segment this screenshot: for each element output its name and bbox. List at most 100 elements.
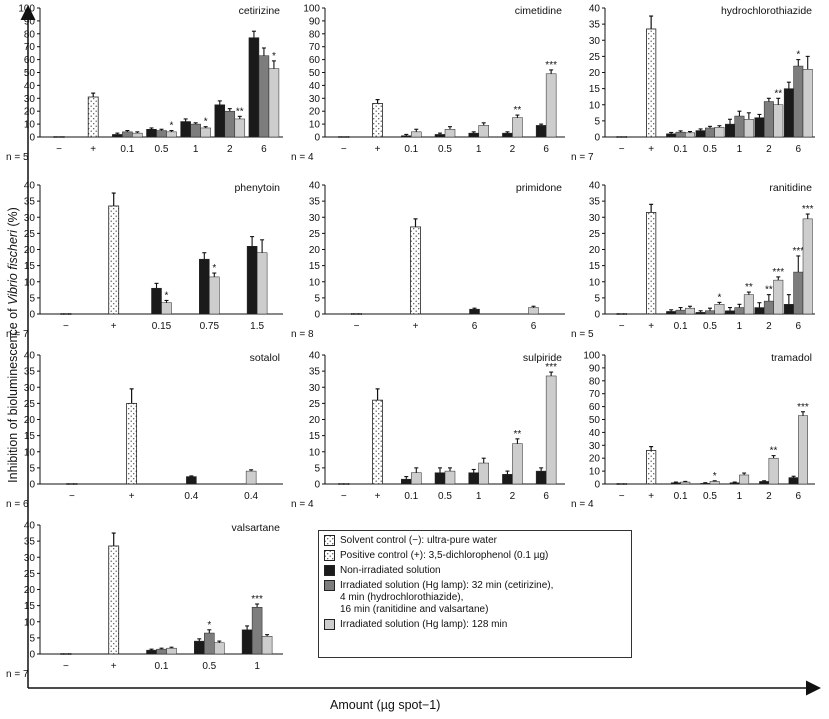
panel-phenytoin: 0 5 10 15 20 25 30 35 40 phenytoin n = 7 − + * 0.15 * 0.…	[6, 181, 283, 340]
x-tick-label-positive: +	[111, 321, 117, 332]
y-tick-label: 50	[309, 68, 321, 79]
bar-hg_short	[156, 130, 167, 138]
significance-marker: **	[765, 285, 773, 296]
x-tick-label-solvent: −	[341, 491, 347, 502]
y-tick-label: 35	[589, 197, 601, 208]
bar-solvent-control	[616, 312, 627, 315]
bar-hg_128	[773, 279, 784, 315]
y-tick-label: 20	[24, 107, 36, 118]
legend-swatch-solvent	[324, 535, 335, 546]
y-tick-label: 35	[309, 197, 321, 208]
x-tick-label-amount: 6	[796, 144, 802, 155]
x-tick-label-amount: 0.5	[438, 144, 452, 155]
x-tick-label-amount: 2	[766, 321, 772, 332]
panel-sotalol: 0 5 10 15 20 25 30 35 40 sotalol n = 6 − +0.4 0.4	[6, 351, 283, 510]
bar-hg_128	[743, 294, 754, 315]
legend: Solvent control (−): ultra-pure water Po…	[318, 530, 632, 658]
legend-item-positive: Positive control (+): 3,5-dichlorophenol…	[324, 550, 626, 562]
significance-marker: **	[514, 429, 522, 440]
bar-non_irr	[146, 649, 157, 655]
bar-non_irr	[199, 258, 210, 315]
bar-hg_128	[802, 218, 813, 315]
bar-non_irr	[783, 304, 794, 315]
significance-marker: *	[796, 50, 800, 61]
legend-item-non-irradiated: Non-irradiated solution	[324, 565, 626, 577]
panel-title: valsartane	[232, 522, 281, 534]
y-tick-label: 15	[24, 431, 36, 442]
bar-non_irr	[535, 125, 547, 138]
bar-hg_short	[763, 101, 774, 138]
panel-valsartane: 0 5 10 15 20 25 30 35 40 valsartane n = 7 − +0.1 * 0.5…	[6, 521, 283, 680]
panel-title: cetirizine	[239, 5, 281, 17]
bar-non_irr	[146, 129, 157, 138]
sample-size-label: n = 4	[571, 499, 594, 510]
bar-hg_short	[734, 307, 745, 315]
bar-hg_128	[545, 375, 557, 485]
legend-label-positive: Positive control (+): 3,5-dichlorophenol…	[340, 550, 549, 561]
panel-title: phenytoin	[234, 182, 280, 194]
y-tick-label: 30	[589, 213, 601, 224]
bar-hg_128	[268, 68, 280, 138]
y-tick-label: 20	[309, 415, 321, 426]
y-tick-label: 10	[24, 277, 36, 288]
y-tick-label: 20	[589, 245, 601, 256]
x-tick-label-amount: 0.1	[674, 321, 688, 332]
y-tick-label: 40	[589, 428, 601, 439]
bar-non_irr	[535, 470, 547, 485]
bar-hg_short	[793, 65, 804, 138]
x-tick-label-positive: +	[375, 491, 381, 502]
x-tick-label-positive: +	[648, 491, 654, 502]
y-tick-label: 30	[589, 441, 601, 452]
sample-size-label: n = 7	[6, 329, 29, 340]
x-tick-label-positive: +	[129, 491, 135, 502]
bar-non_irr	[241, 629, 253, 655]
bar-hg_short	[190, 123, 201, 138]
x-tick-label-solvent: −	[619, 144, 625, 155]
bar-hg_short	[793, 271, 804, 315]
y-tick-label: 15	[24, 261, 36, 272]
x-tick-label-positive: +	[648, 321, 654, 332]
bar-non_irr	[666, 311, 677, 315]
bar-positive-control	[372, 399, 383, 485]
bar-positive-control	[108, 205, 120, 315]
legend-swatch-non-irradiated	[324, 565, 335, 576]
significance-marker: **	[774, 88, 782, 99]
y-tick-label: 10	[589, 100, 601, 111]
x-tick-label-solvent: −	[56, 144, 62, 155]
x-tick-label-amount: 1	[737, 491, 743, 502]
x-tick-label-amount: 6	[472, 321, 478, 332]
bar-hg_128	[214, 642, 225, 655]
x-tick-label-amount: 1	[193, 144, 199, 155]
y-tick-label: 100	[303, 4, 320, 15]
y-tick-label: 60	[309, 55, 321, 66]
y-tick-label: 60	[24, 55, 36, 66]
y-tick-label: 40	[24, 81, 36, 92]
x-tick-label-amount: 0.1	[404, 144, 418, 155]
x-tick-label-amount: 1	[254, 661, 260, 672]
bar-non_irr	[695, 312, 706, 315]
bar-hg_short	[204, 632, 215, 655]
x-tick-label-solvent: −	[341, 144, 347, 155]
y-tick-label: 30	[24, 553, 36, 564]
y-tick-label: 20	[589, 68, 601, 79]
y-tick-label: 40	[309, 181, 321, 192]
y-tick-label: 25	[309, 399, 321, 410]
y-tick-label: 10	[309, 120, 321, 131]
y-tick-label: 15	[589, 261, 601, 272]
significance-marker: ***	[802, 204, 814, 215]
x-tick-label-amount: 6	[261, 144, 267, 155]
y-tick-label: 25	[589, 229, 601, 240]
x-tick-label-amount: 1.5	[250, 321, 264, 332]
sample-size-label: n = 7	[571, 152, 594, 163]
y-tick-label: 30	[24, 94, 36, 105]
y-tick-label: 90	[24, 16, 36, 27]
y-tick-label: 30	[589, 36, 601, 47]
bar-hg_short	[705, 310, 715, 315]
bar-hg_short	[122, 131, 133, 138]
bar-non_irr	[151, 287, 162, 315]
significance-marker: ***	[545, 362, 557, 373]
bar-hg_128	[256, 252, 268, 315]
